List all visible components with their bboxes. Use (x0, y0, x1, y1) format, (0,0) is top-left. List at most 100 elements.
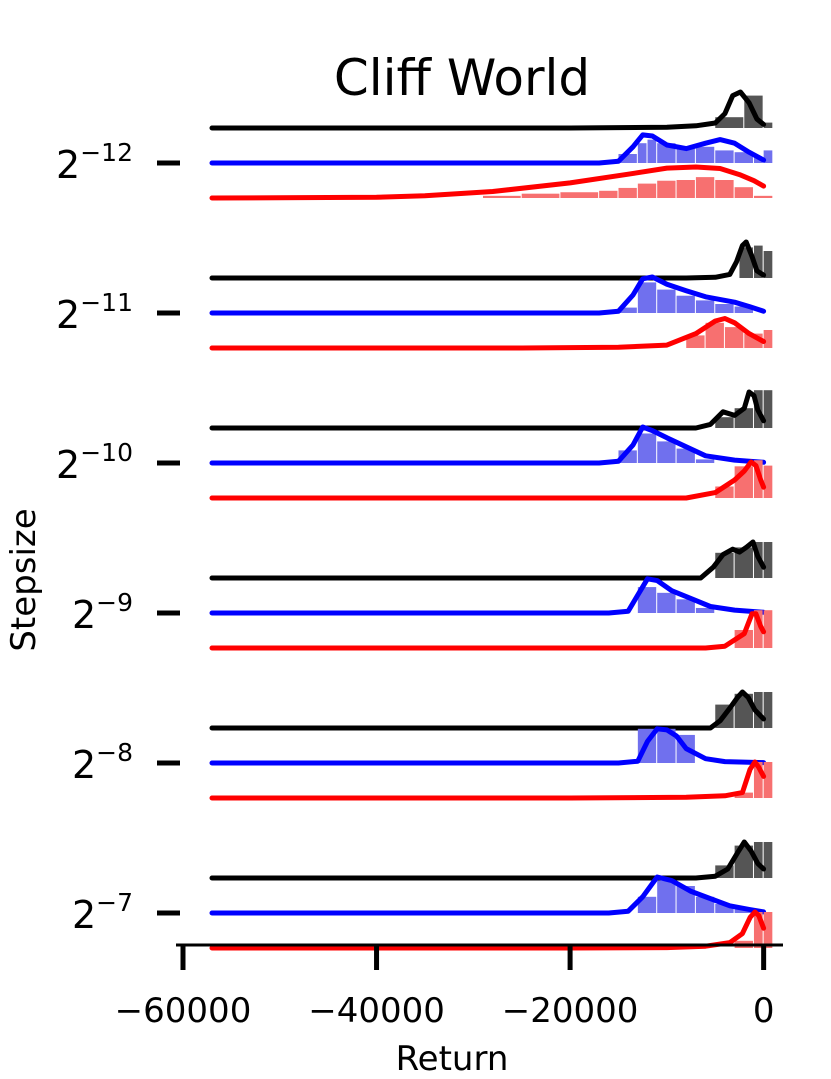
histogram-bar (763, 330, 773, 348)
histogram-bar (763, 390, 773, 428)
histogram-bar (715, 904, 734, 913)
density-curve (209, 424, 767, 466)
stepsize-group (209, 689, 773, 801)
histogram-bar (753, 195, 773, 198)
histogram-bar (705, 322, 724, 348)
histogram-bar (753, 912, 763, 948)
histogram-bar (676, 180, 695, 198)
histogram-bar (734, 306, 753, 313)
density-curve (209, 839, 767, 881)
density-curve (209, 459, 767, 501)
histogram-bar (753, 245, 763, 278)
density-curve (209, 726, 767, 766)
density-curve (209, 909, 767, 951)
stepsize-group (209, 389, 773, 501)
histogram-bar (657, 592, 676, 613)
histogram-bar (763, 465, 773, 498)
histogram-bar (657, 289, 676, 313)
histogram-bar (637, 183, 657, 198)
histogram-bar (753, 610, 763, 648)
density-curve (209, 389, 767, 431)
stepsize-group (209, 239, 773, 351)
histogram-bar (657, 180, 676, 198)
histogram-bar (695, 146, 715, 163)
y-tick-label: 2−10 (56, 438, 133, 487)
y-tick-label: 2−8 (72, 738, 133, 787)
histogram-bar (763, 762, 773, 798)
plot-area (209, 89, 773, 951)
y-tick-label: 2−11 (56, 288, 133, 337)
stepsize-group (209, 539, 773, 651)
histogram-bar (657, 441, 676, 463)
histogram-bar (637, 587, 657, 613)
y-axis-label: Stepsize (4, 508, 44, 651)
histogram-bar (676, 448, 695, 463)
density-curve (209, 759, 767, 801)
chart-title: Cliff World (334, 49, 590, 107)
histogram-bar (637, 143, 647, 163)
stepsize-group (209, 839, 773, 951)
density-curve (209, 539, 767, 581)
histogram-bar (715, 180, 734, 198)
x-tick-label: −40000 (308, 991, 445, 1031)
histogram-bar (695, 607, 715, 613)
density-curve (209, 576, 767, 616)
histogram-bar (753, 157, 763, 163)
histogram-bar (715, 150, 734, 163)
density-curve (209, 874, 767, 916)
histogram-bar (560, 192, 599, 198)
histogram-bar (763, 842, 773, 878)
histogram-bar (686, 335, 705, 348)
histogram-bar (657, 728, 676, 763)
histogram-bar (753, 762, 763, 798)
histogram-bar (763, 912, 773, 948)
histogram-bar (676, 599, 695, 613)
histogram-bar (724, 327, 744, 348)
x-tick-label: 0 (753, 991, 775, 1031)
y-tick-label: 2−12 (56, 138, 133, 187)
stepsize-group (209, 89, 773, 201)
histogram-bar (715, 117, 744, 128)
density-curve (209, 274, 767, 316)
histogram-bar (763, 610, 773, 648)
histogram-bar (715, 417, 734, 428)
histogram-bar (715, 304, 734, 313)
density-curve (209, 316, 767, 351)
x-axis: −60000 −40000 −20000 0 (115, 943, 783, 1031)
histogram-bar (734, 187, 753, 198)
histogram-bar (734, 792, 753, 798)
histogram-bar (695, 459, 715, 463)
histogram-bar (657, 880, 676, 913)
histogram-bar (521, 193, 560, 198)
density-curve (209, 164, 767, 201)
histogram-bar (637, 896, 657, 913)
histogram-bar (695, 300, 715, 313)
histogram-bar (647, 139, 657, 163)
histogram-bar (715, 486, 734, 498)
histogram-bar (676, 148, 695, 163)
x-tick-label: −60000 (115, 991, 252, 1031)
y-tick-label: 2−9 (72, 588, 133, 637)
histogram-bar (676, 295, 695, 313)
histogram-bar (483, 195, 521, 198)
x-tick-label: −20000 (502, 991, 639, 1031)
histogram-bar (763, 251, 773, 278)
histogram-bar (763, 122, 773, 128)
y-axis-ticks: 2−12 2−11 2−10 2−9 2−8 2−7 (56, 138, 180, 937)
histogram-bar (695, 177, 715, 198)
density-curve (209, 611, 767, 651)
histogram-bar (637, 433, 657, 463)
density-curve (209, 89, 767, 131)
x-axis-label: Return (396, 1039, 509, 1079)
histogram-bar (763, 692, 773, 728)
histogram-bar (618, 154, 637, 163)
density-curve (209, 239, 767, 281)
density-curve (209, 689, 767, 731)
histogram-bar (734, 152, 753, 163)
histogram-bar (763, 542, 773, 578)
density-curve (209, 132, 767, 166)
histogram-bar (734, 547, 753, 578)
histogram-bar (637, 282, 657, 313)
histogram-bar (763, 150, 773, 163)
